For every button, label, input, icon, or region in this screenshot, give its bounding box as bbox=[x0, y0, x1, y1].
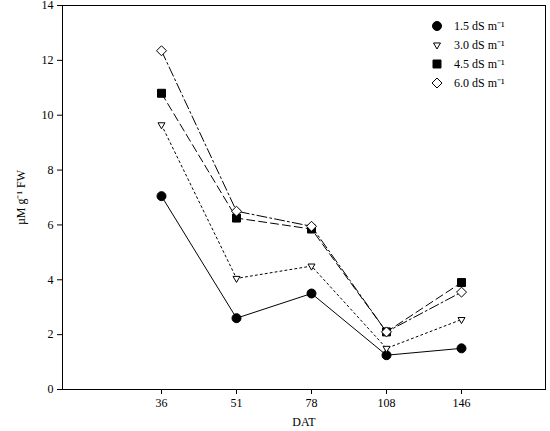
svg-text:8: 8 bbox=[48, 163, 54, 177]
html-text:6.0 dS m⁻¹: 6.0 dS m⁻¹ bbox=[454, 76, 505, 90]
svg-text:12: 12 bbox=[42, 53, 54, 67]
svg-text:36: 36 bbox=[156, 396, 168, 410]
html-text:4.5 dS m⁻¹: 4.5 dS m⁻¹ bbox=[454, 57, 505, 71]
svg-text:14: 14 bbox=[42, 0, 54, 12]
svg-text:2: 2 bbox=[48, 327, 54, 341]
svg-text:µM g⁻¹ FW: µM g⁻¹ FW bbox=[14, 169, 28, 225]
svg-text:10: 10 bbox=[42, 108, 54, 122]
html-text:1.5 dS m⁻¹: 1.5 dS m⁻¹ bbox=[454, 19, 505, 33]
svg-text:78: 78 bbox=[306, 396, 318, 410]
svg-text:6: 6 bbox=[48, 218, 54, 232]
svg-text:108: 108 bbox=[378, 396, 396, 410]
svg-text:51: 51 bbox=[231, 396, 243, 410]
svg-text:4: 4 bbox=[48, 273, 54, 287]
html-text:3.0 dS m⁻¹: 3.0 dS m⁻¹ bbox=[454, 38, 505, 52]
svg-text:DAT: DAT bbox=[292, 415, 316, 429]
svg-text:0: 0 bbox=[48, 382, 54, 396]
svg-text:146: 146 bbox=[453, 396, 471, 410]
